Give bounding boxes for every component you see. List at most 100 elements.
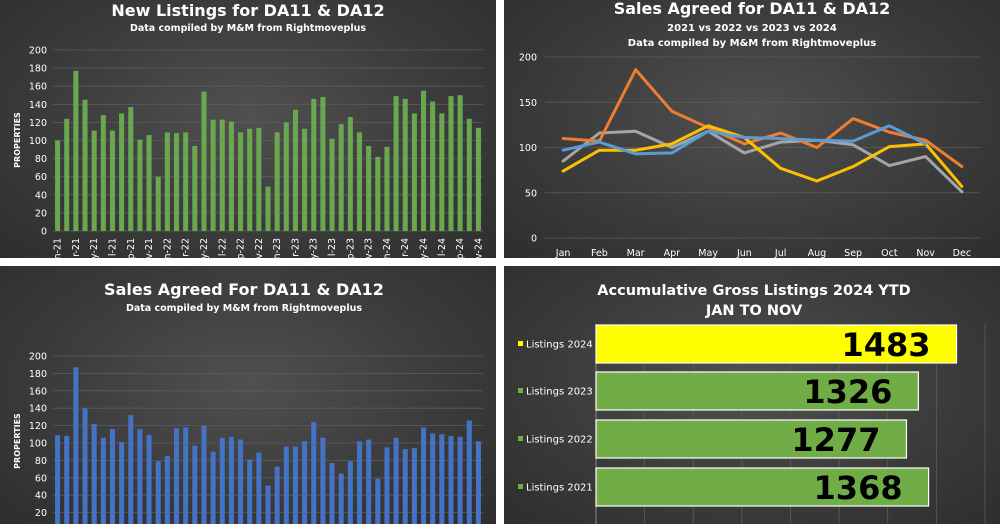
bar (595, 467, 930, 507)
bar (100, 115, 106, 231)
bar (475, 127, 481, 231)
bar (457, 436, 463, 524)
sales-agreed-bar-chart: Sales Agreed For DA11 & DA12 Data compil… (0, 266, 496, 524)
category-label: Listings 2024 (526, 340, 593, 351)
y-tick-label: 80 (35, 456, 47, 467)
bar (338, 473, 344, 524)
legend-marker (518, 484, 523, 489)
bar (109, 429, 115, 524)
bar (256, 452, 262, 524)
y-tick-label: 160 (29, 82, 47, 93)
bar (366, 145, 372, 231)
x-tick-label: Jul (774, 248, 786, 258)
y-axis-label: PROPERTIES (13, 112, 22, 168)
bar (411, 113, 417, 231)
bar (247, 128, 253, 231)
bar (128, 107, 134, 231)
bar (265, 186, 271, 231)
bar (302, 128, 308, 231)
legend-marker (518, 388, 523, 393)
chart-title: Sales Agreed for DA11 & DA12 (614, 0, 891, 18)
gross-listings-chart: Accumulative Gross Listings 2024 YTD JAN… (504, 266, 1000, 524)
x-tick-label: l-21 (107, 238, 118, 256)
y-tick-label: 200 (29, 46, 47, 57)
chart-subtitle: 2021 vs 2022 vs 2023 vs 2024 (667, 23, 837, 34)
y-tick-label: 40 (35, 190, 47, 201)
bar (421, 90, 427, 231)
x-tick-label: v-24 (473, 238, 484, 258)
sales-agreed-bar-svg: Sales Agreed For DA11 & DA12 Data compil… (13, 280, 483, 524)
bar (384, 146, 390, 231)
bar (219, 437, 225, 524)
bar (155, 461, 161, 524)
data-label: 1483 (841, 326, 930, 364)
series-line (561, 129, 964, 194)
y-tick-label: 200 (29, 352, 47, 363)
bar (402, 449, 408, 524)
y-axis-label: PROPERTIES (13, 413, 22, 469)
y-tick-label: 20 (35, 208, 47, 219)
bar (311, 422, 317, 524)
bar (238, 132, 244, 231)
x-tick-label: Dec (953, 248, 971, 258)
series-line (561, 124, 964, 188)
data-label: 1277 (791, 421, 880, 459)
chart-subtitle: Data compiled by M&M from Rightmoveplus (126, 303, 362, 314)
y-tick-label: 100 (29, 439, 47, 450)
bar (595, 371, 919, 411)
x-tick-label: v-22 (254, 238, 265, 258)
bar (164, 132, 170, 231)
bar (201, 91, 207, 231)
bar (146, 135, 152, 231)
bar (311, 98, 317, 232)
bar (439, 434, 445, 524)
bar (228, 436, 234, 524)
x-tick-label: p-22 (236, 238, 247, 258)
x-tick-label: p-21 (126, 238, 137, 258)
bar (302, 441, 308, 524)
y-tick-label: 80 (35, 154, 47, 165)
bar (228, 121, 234, 231)
x-tick-label: Mar (627, 248, 645, 258)
new-listings-chart: New Listings for DA11 & DA12 Data compil… (0, 0, 496, 258)
bar (475, 441, 481, 524)
bar (173, 133, 180, 231)
bar (329, 463, 335, 524)
bar (247, 459, 253, 524)
bar (466, 420, 472, 524)
bar (109, 130, 115, 231)
data-label: 1368 (814, 469, 903, 507)
bar (411, 448, 417, 524)
y-tick-label: 180 (29, 369, 47, 380)
chart-title: Sales Agreed For DA11 & DA12 (104, 280, 384, 299)
y-tick-label: 200 (519, 53, 537, 64)
bar (64, 118, 70, 231)
x-tick-label: Feb (591, 248, 608, 258)
bar (375, 156, 381, 231)
x-tick-label: p-23 (345, 238, 356, 258)
bar (137, 429, 143, 524)
bar (430, 101, 436, 232)
bar (82, 99, 88, 232)
bar (201, 425, 207, 524)
y-tick-label: 120 (29, 421, 47, 432)
bar (457, 95, 463, 231)
y-tick-label: 20 (35, 508, 47, 519)
bar (448, 96, 454, 231)
data-label: 1326 (803, 373, 892, 411)
gross-listings-svg: Accumulative Gross Listings 2024 YTD JAN… (518, 283, 986, 524)
x-tick-label: r-22 (181, 238, 192, 257)
new-listings-svg: New Listings for DA11 & DA12 Data compil… (13, 1, 484, 258)
bar (173, 428, 180, 524)
bar (366, 439, 372, 524)
bar (274, 132, 280, 231)
bar (347, 461, 353, 524)
x-tick-label: r-21 (71, 238, 82, 257)
category-label: Listings 2022 (526, 435, 593, 446)
bar (64, 436, 70, 524)
bar (146, 435, 152, 524)
bar (595, 324, 958, 364)
bar (55, 140, 61, 231)
bar (210, 119, 216, 231)
bar (219, 119, 225, 231)
